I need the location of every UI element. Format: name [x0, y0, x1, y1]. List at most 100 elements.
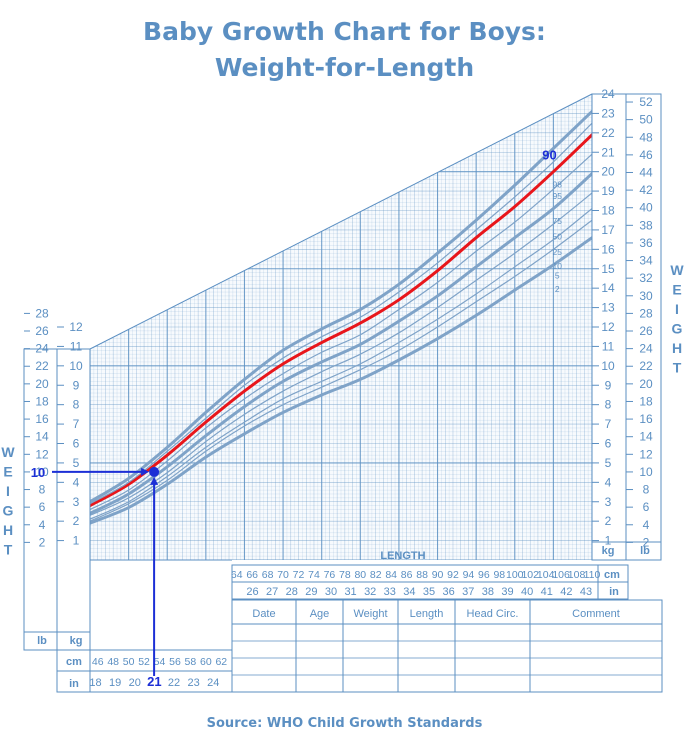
y-tick-label-lb-right: 32 — [639, 271, 653, 285]
x-tick-label-cm-right: 104 — [537, 569, 555, 581]
y-unit-lb-right: lb — [640, 545, 650, 557]
y-axis-title-letter: T — [673, 360, 682, 376]
percentile-line-75 — [90, 153, 592, 511]
x-tick-label-cm-right: 82 — [370, 569, 382, 581]
x-tick-label-in-left: 18 — [89, 677, 101, 689]
y-tick-label-lb-right: 50 — [639, 113, 653, 127]
y-tick-label-kg-right: 18 — [601, 204, 615, 218]
y-tick-label-lb-right: 30 — [639, 289, 653, 303]
x-tick-label-cm-left: 62 — [215, 656, 227, 668]
y-tick-label-lb-right: 42 — [639, 183, 653, 197]
y-axis-title-letter: T — [4, 542, 13, 558]
y-tick-label-lb-left: 26 — [35, 324, 49, 338]
y-tick-label-kg-right: 12 — [601, 320, 615, 334]
y-axis-title-letter: H — [3, 522, 13, 538]
y-tick-label-lb-right: 14 — [639, 430, 653, 444]
y-tick-label-kg-left: 8 — [73, 398, 80, 412]
y-tick-label-kg-left: 9 — [73, 378, 80, 392]
x-unit-cm-left: cm — [66, 656, 82, 668]
y-tick-label-lb-right: 2 — [643, 535, 650, 549]
x-tick-label-cm-right: 94 — [463, 569, 475, 581]
y-tick-label-kg-left: 12 — [69, 320, 83, 334]
y-tick-label-lb-left: 8 — [39, 483, 46, 497]
y-tick-label-kg-left: 3 — [73, 495, 80, 509]
y-tick-label-kg-right: 24 — [601, 87, 615, 101]
x-unit-cm-right: cm — [604, 569, 620, 581]
x-tick-label-in-right: 29 — [305, 586, 317, 598]
x-tick-label-cm-right: 78 — [339, 569, 351, 581]
percentile-line-2 — [90, 236, 592, 525]
x-tick-label-in-left: 22 — [168, 677, 180, 689]
x-tick-label-cm-right: 110 — [584, 569, 601, 581]
x-tick-label-in-right: 30 — [325, 586, 337, 598]
y-axis-title-letter: E — [3, 464, 12, 480]
y-tick-label-lb-left: 24 — [35, 342, 49, 356]
y-tick-label-lb-left: 6 — [39, 500, 46, 514]
y-tick-label-kg-right: 15 — [601, 262, 615, 276]
y-tick-label-lb-right: 12 — [639, 447, 653, 461]
y-tick-label-lb-right: 22 — [639, 359, 653, 373]
x-tick-label-in-right: 38 — [482, 586, 494, 598]
x-tick-label-cm-right: 96 — [478, 569, 490, 581]
y-tick-label-kg-right: 6 — [605, 437, 612, 451]
y-tick-label-lb-right: 16 — [639, 412, 653, 426]
x-tick-label-in-marked: 21 — [147, 674, 161, 689]
y-tick-label-lb-left: 28 — [35, 306, 49, 320]
x-tick-label-in-right: 43 — [580, 586, 592, 598]
x-tick-label-cm-left: 50 — [123, 656, 135, 668]
y-tick-label-kg-right: 3 — [605, 495, 612, 509]
y-tick-label-lb-left: 14 — [35, 430, 49, 444]
y-tick-label-lb-right: 52 — [639, 95, 653, 109]
y-axis-title-letter: I — [6, 483, 10, 499]
y-tick-label-lb-right: 46 — [639, 148, 653, 162]
x-tick-label-cm-right: 64 — [231, 569, 243, 581]
y-tick-label-kg-right: 10 — [601, 359, 615, 373]
record-table-header: Weight — [353, 608, 387, 620]
x-tick-label-cm-right: 74 — [308, 569, 320, 581]
y-tick-label-kg-right: 23 — [601, 106, 615, 120]
x-unit-in-right: in — [609, 586, 619, 598]
y-tick-label-lb-right: 48 — [639, 130, 653, 144]
y-axis-title-letter: W — [1, 444, 15, 460]
x-tick-label-cm-right: 76 — [324, 569, 336, 581]
y-tick-label-kg-right: 22 — [601, 126, 615, 140]
y-axis-title-letter: E — [672, 282, 681, 298]
record-table: Date Age Weight Length Head Circ. Comment — [231, 599, 663, 693]
y-tick-label-lb-left: 10 — [35, 465, 49, 479]
x-tick-label-in-left: 23 — [188, 677, 200, 689]
x-tick-label-in-right: 26 — [246, 586, 258, 598]
y-tick-label-kg-right: 7 — [605, 417, 612, 431]
measurement-marker: 10 — [31, 465, 160, 676]
y-tick-label-kg-right: 11 — [602, 339, 615, 353]
y-tick-label-lb-right: 40 — [639, 201, 653, 215]
y-tick-label-lb-right: 26 — [639, 324, 653, 338]
y-tick-label-lb-right: 36 — [639, 236, 653, 250]
x-tick-label-cm-right: 70 — [277, 569, 289, 581]
y-tick-label-kg-right: 8 — [605, 398, 612, 412]
x-unit-in-left: in — [69, 678, 79, 690]
percentile-label-2: 2 — [555, 284, 560, 294]
percentile-line-98 — [90, 109, 592, 504]
y-tick-label-lb-right: 34 — [639, 254, 653, 268]
x-tick-label-in-right: 37 — [462, 586, 474, 598]
record-table-header: Age — [310, 608, 330, 620]
record-table-header: Head Circ. — [467, 608, 519, 620]
y-axis-title-letter: W — [670, 262, 684, 278]
x-axis-title: LENGTH — [380, 550, 425, 562]
x-tick-label-in-right: 39 — [501, 586, 513, 598]
y-tick-label-kg-right: 5 — [605, 456, 612, 470]
y-unit-lb-left: lb — [37, 635, 47, 647]
x-tick-label-cm-left: 58 — [185, 656, 197, 668]
y-tick-label-kg-left: 2 — [73, 514, 80, 528]
curve-layer — [90, 109, 592, 525]
x-tick-label-cm-right: 102 — [521, 569, 539, 581]
y-tick-label-lb-left: 4 — [39, 518, 46, 532]
x-tick-label-cm-right: 80 — [354, 569, 366, 581]
x-tick-label-cm-left: 46 — [92, 656, 104, 668]
x-tick-label-in-right: 41 — [541, 586, 553, 598]
x-tick-label-cm-right: 90 — [432, 569, 444, 581]
x-tick-label-cm-left: 52 — [138, 656, 150, 668]
